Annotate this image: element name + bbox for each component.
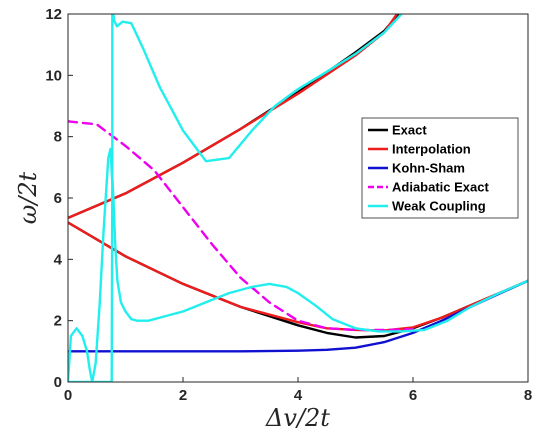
x-axis: 0 2 4 6 8: [64, 377, 532, 404]
y-tick-label: 0: [54, 374, 62, 391]
y-tick-label: 8: [54, 129, 62, 146]
y-tick-label: 12: [45, 6, 62, 23]
x-tick-label: 2: [179, 387, 187, 404]
x-tick-label: 6: [409, 387, 417, 404]
series-layer: [68, 14, 528, 382]
x-tick-label: 0: [64, 387, 72, 404]
series-line-interpolation-1: [68, 14, 399, 220]
y-tick-label: 4: [54, 251, 63, 268]
series-line-weak-coupling-1: [68, 14, 403, 382]
x-axis-label: Δv/2t: [265, 404, 330, 432]
x-tick-label: 8: [524, 387, 532, 404]
y-tick-label: 10: [45, 67, 62, 84]
series-line-kohn-sham-1: [68, 279, 528, 353]
y-axis: 0 2 4 6 8 10 12: [45, 6, 73, 391]
y-axis-label: ω/2t: [14, 171, 42, 224]
x-tick-label: 4: [294, 387, 303, 404]
legend-label-exact: Exact: [392, 123, 427, 138]
y-tick-label: 2: [54, 313, 62, 330]
legend: Exact Interpolation Kohn-Sham Adiabatic Exa…: [361, 117, 519, 219]
legend-label-adiabatic-exact: Adiabatic Exact: [392, 180, 489, 195]
legend-label-kohn-sham: Kohn-Sham: [392, 161, 465, 176]
series-line-weak-coupling-3: [110, 175, 528, 382]
series-line-adiabatic-exact-1: [68, 120, 415, 332]
series-line-interpolation-2: [68, 221, 528, 332]
y-tick-label: 6: [54, 190, 62, 207]
series-line-exact-1: [68, 14, 400, 220]
legend-label-interpolation: Interpolation: [392, 142, 471, 157]
legend-label-weak-coupling: Weak Coupling: [392, 199, 486, 214]
